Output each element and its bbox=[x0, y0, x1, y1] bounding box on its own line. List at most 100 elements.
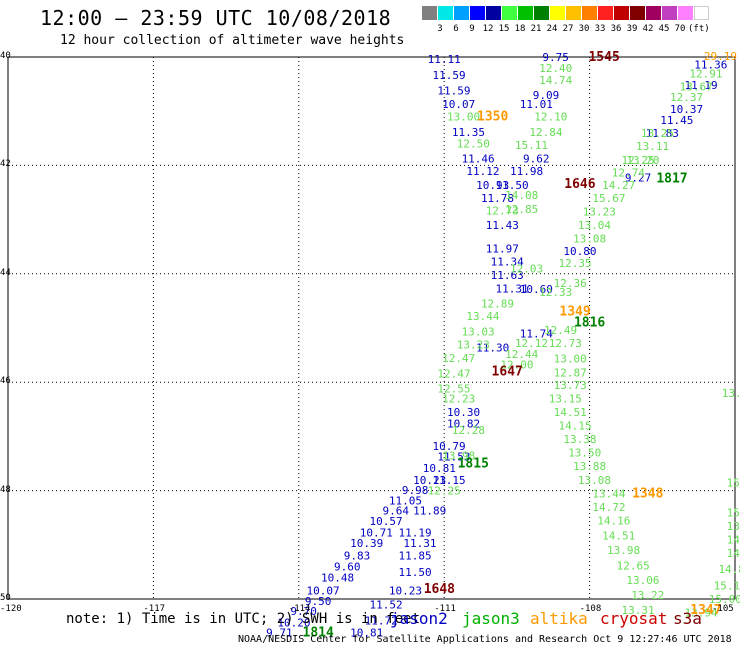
wave-height-label: 13.11 bbox=[636, 140, 669, 153]
wave-height-label: 13.73 bbox=[554, 379, 587, 392]
wave-height-label: 14.08 bbox=[505, 189, 538, 202]
longitude-tick: -108 bbox=[579, 604, 602, 614]
legend-unit: (ft) bbox=[688, 24, 710, 34]
wave-height-label: 15.00 bbox=[709, 593, 740, 606]
wave-height-label: 14.15 bbox=[558, 420, 591, 433]
pass-time-label: 1648 bbox=[424, 582, 455, 597]
wave-height-label: 10.39 bbox=[350, 537, 383, 550]
wave-height-label: 9.98 bbox=[402, 484, 429, 497]
wave-height-label: 14.74 bbox=[539, 74, 572, 87]
note-text: note: 1) Time is in UTC; 2) SWH is in fe… bbox=[66, 611, 421, 627]
longitude-tick: -111 bbox=[434, 604, 456, 614]
wave-height-label: 10.80 bbox=[563, 245, 596, 258]
legend-label: 12 bbox=[482, 24, 494, 34]
wave-height-label: 13.06 bbox=[626, 574, 659, 587]
satellite-altika: altika bbox=[530, 609, 588, 628]
wave-height-label: 9.75 bbox=[542, 51, 569, 64]
wave-height-label: 11.50 bbox=[399, 566, 432, 579]
wave-height-label: 12.10 bbox=[534, 111, 567, 124]
wave-height-label: 12.28 bbox=[452, 424, 485, 437]
wave-height-label: 13.44 bbox=[466, 310, 499, 323]
wave-height-label: 11.98 bbox=[510, 165, 543, 178]
wave-height-label: 10.79 bbox=[432, 440, 465, 453]
legend-swatch bbox=[486, 6, 502, 20]
pass-time-label: 1816 bbox=[574, 316, 605, 331]
wave-height-label: 10.57 bbox=[369, 515, 402, 528]
legend-label: 3 bbox=[437, 24, 443, 34]
wave-height-label: 11.85 bbox=[399, 550, 432, 563]
wave-height-label: 11.15 bbox=[432, 474, 465, 487]
wave-height-label: 12.03 bbox=[510, 262, 543, 275]
footer-credit: NOAA/NESDIS Center for Satellite Applica… bbox=[238, 634, 732, 645]
legend-swatch bbox=[454, 6, 470, 20]
wave-height-label: 13.38 bbox=[563, 433, 596, 446]
legend-swatch bbox=[630, 6, 646, 20]
wave-height-label: 9.60 bbox=[334, 560, 361, 573]
wave-height-label: 13.15 bbox=[549, 392, 582, 405]
wave-height-label: 13.22 bbox=[631, 589, 664, 602]
latitude-tick: 44 bbox=[0, 267, 11, 278]
wave-height-label: 10.60 bbox=[520, 283, 553, 296]
wave-height-label: 11.30 bbox=[476, 342, 509, 355]
wave-height-label: 11.31 bbox=[495, 282, 528, 295]
wave-height-label: 12.40 bbox=[539, 62, 572, 75]
wave-height-label: 14.27 bbox=[602, 179, 635, 192]
wave-height-label: 10.82 bbox=[447, 417, 480, 430]
wave-height-label: 9.64 bbox=[382, 505, 409, 518]
pass-time-label: 1646 bbox=[564, 177, 595, 192]
pass-time-label: 1817 bbox=[656, 171, 687, 186]
pass-time-label: 1347 bbox=[690, 603, 721, 618]
wave-height-label: 11.53 bbox=[437, 450, 470, 463]
latitude-tick: 40 bbox=[0, 51, 11, 61]
wave-height-label: 13.98 bbox=[442, 449, 475, 462]
wave-height-label: 13.23 bbox=[583, 205, 616, 218]
wave-height-label: 12.73 bbox=[549, 337, 582, 350]
legend-label: 39 bbox=[626, 24, 638, 34]
legend-swatch bbox=[598, 6, 614, 20]
legend-swatch bbox=[438, 6, 454, 20]
wave-height-label: 15.11 bbox=[515, 139, 548, 152]
wave-height-label: 10.20 bbox=[277, 616, 310, 629]
wave-height-label: 11.72 bbox=[365, 615, 398, 628]
satellite-cryosat: cryosat bbox=[600, 609, 668, 628]
wave-height-label: 11.31 bbox=[403, 537, 436, 550]
latitude-tick: 42 bbox=[0, 159, 11, 170]
wave-height-label: 11.11 bbox=[428, 53, 461, 66]
wave-height-label: 11.45 bbox=[660, 114, 693, 127]
wave-height-label: 14.7 bbox=[727, 547, 740, 560]
pass-time-label: 1348 bbox=[632, 486, 663, 501]
wave-height-label: 13.98 bbox=[607, 544, 640, 557]
wave-height-label: 12.36 bbox=[554, 277, 587, 290]
legend-label: 45 bbox=[658, 24, 670, 34]
wave-height-label: 14.9 bbox=[727, 533, 740, 546]
wave-height-label: 12.12 bbox=[515, 337, 548, 350]
wave-height-label: 11.35 bbox=[452, 126, 485, 139]
wave-height-label: 10.81 bbox=[350, 627, 383, 640]
satellite-jason2: jason2 bbox=[390, 609, 448, 628]
wave-height-label: 12.55 bbox=[437, 383, 470, 396]
legend-swatch bbox=[422, 6, 438, 20]
wave-height-label: 13.00 bbox=[554, 352, 587, 365]
wave-height-label: 11.78 bbox=[481, 192, 514, 205]
wave-height-label: 12.44 bbox=[505, 348, 538, 361]
wave-height-label: 11.12 bbox=[466, 165, 499, 178]
wave-height-label: 11.05 bbox=[389, 494, 422, 507]
legend-swatch bbox=[694, 6, 710, 20]
pass-time-label: 1647 bbox=[492, 364, 523, 379]
wave-height-label: 13.7 bbox=[722, 387, 740, 400]
wave-height-label: 14.51 bbox=[554, 406, 587, 419]
wave-height-label: 15.3 bbox=[727, 506, 740, 519]
wave-height-label: 11.19 bbox=[399, 526, 432, 539]
wave-height-label: 12.23 bbox=[442, 392, 475, 405]
wave-height-label: 9.71 bbox=[266, 627, 293, 640]
legend-label: 27 bbox=[562, 24, 574, 34]
wave-height-label: 10.23 bbox=[389, 584, 422, 597]
wave-height-label: 12.00 bbox=[500, 358, 533, 371]
wave-height-label: 29.19 bbox=[704, 50, 737, 63]
wave-height-label: 9.62 bbox=[523, 152, 550, 165]
wave-height-label: 13.20 bbox=[626, 154, 659, 167]
satellite-s3a: s3a bbox=[673, 609, 702, 628]
legend-swatch bbox=[582, 6, 598, 20]
wave-height-label: 13.94 bbox=[685, 607, 718, 620]
